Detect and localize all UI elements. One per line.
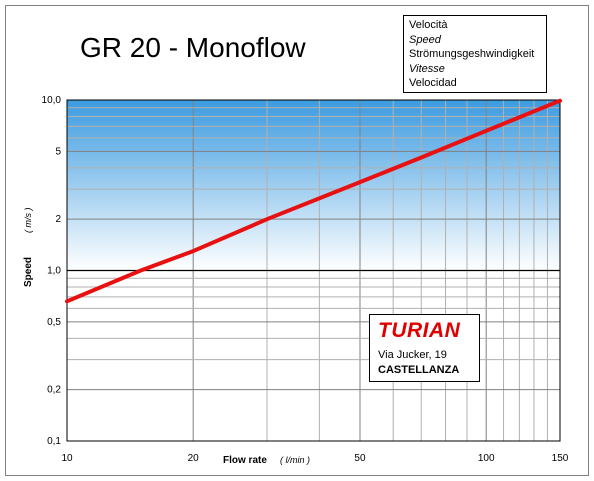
legend-line-german: Strömungsgeshwindigkeit [409,48,535,60]
series-line-0 [65,98,562,304]
legend-line-italian: Velocità [409,19,448,31]
legend-line-french: Vitesse [409,62,445,75]
series-layer [65,98,562,304]
x-axis-unit: ( l/min ) [280,455,310,465]
x-tick-label: 50 [354,453,366,464]
brand-box: TURIAN Via Jucker, 19 CASTELLANZA [369,314,480,382]
x-tick-label: 20 [188,453,200,464]
plot-border [66,99,561,442]
x-tick-label: 100 [478,453,495,464]
axes [66,99,561,442]
y-axis-unit: ( m/s ) [23,208,33,234]
x-tick-label: 150 [552,453,569,464]
x-tick-label: 10 [61,453,73,464]
y-tick-label: 10,0 [42,95,62,106]
x-axis-label: Flow rate [223,455,267,466]
brand-name: TURIAN [378,319,461,342]
legend-line-english: Speed [409,33,441,46]
y-tick-label: 2 [55,214,61,225]
plot-band [67,100,560,271]
chart-title: GR 20 - Monoflow [80,32,306,63]
brand-address: Via Jucker, 19 [378,349,447,361]
legend-line-spanish: Velocidad [409,77,457,89]
y-tick-label: 5 [55,146,61,157]
y-axis-label: Speed [23,257,34,287]
brand-city: CASTELLANZA [378,364,460,376]
y-tick-label: 1,0 [47,266,61,277]
y-tick-label: 0,2 [47,385,61,396]
speed-legend: Velocità Speed Strömungsgeshwindigkeit V… [403,15,547,93]
y-tick-label: 0,5 [47,317,61,328]
tick-labels: 10 20 50 100 150 0,1 0,2 0,5 1,0 2 5 10,0 [42,95,569,464]
y-tick-label: 0,1 [47,436,61,447]
